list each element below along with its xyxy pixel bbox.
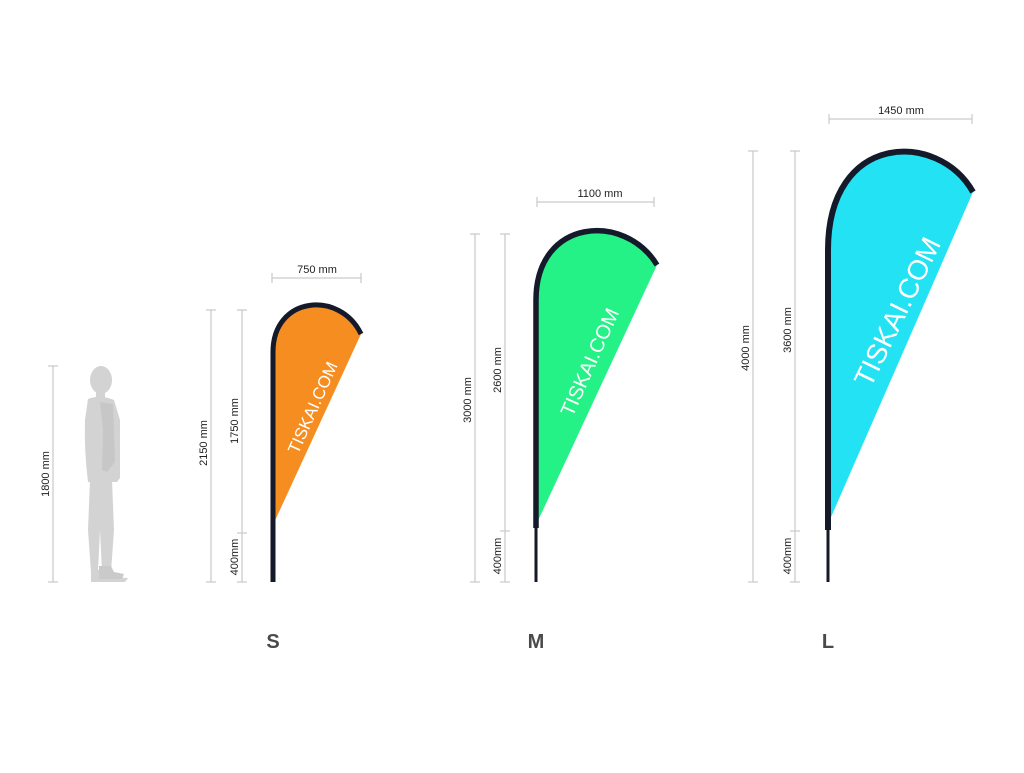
flag-s-width-dimension <box>271 273 362 283</box>
flag-s-sail-height-dimension <box>237 309 247 583</box>
person-group: 1800 mm <box>40 365 128 583</box>
person-height-dimension <box>48 365 58 583</box>
person-silhouette-icon <box>84 366 128 582</box>
flag-l-pole <box>825 148 976 530</box>
flag-s-sail <box>273 304 361 525</box>
flag-s-pole <box>270 302 364 582</box>
flag-m-size-label: M <box>528 631 545 653</box>
flag-s-total-height-dimension <box>206 309 216 583</box>
flag-m-sail <box>536 230 657 526</box>
flag-l-sail <box>828 151 973 525</box>
flag-s-width-label: 750 mm <box>297 264 337 276</box>
flag-l-size-label: L <box>822 631 834 653</box>
flag-l-total-height-label: 4000 mm <box>740 325 752 371</box>
flag-l-width-label: 1450 mm <box>878 105 924 117</box>
flag-m-sail-height-dimension <box>500 233 510 583</box>
person-height-label: 1800 mm <box>40 451 52 497</box>
flag-m-total-height-dimension <box>470 233 480 583</box>
flag-l-width-dimension <box>828 114 973 124</box>
flag-m-width-label: 1100 mm <box>577 188 622 200</box>
flag-l-pole-height-label: 400mm <box>782 538 794 575</box>
flag-l-total-height-dimension <box>748 150 758 583</box>
flag-s-total-height-label: 2150 mm <box>198 420 210 466</box>
flag-s-pole-height-label: 400mm <box>229 539 241 576</box>
flag-m-pole-height-label: 400mm <box>492 538 504 575</box>
flag-l-sail-height-dimension <box>790 150 800 583</box>
flag-s-size-label: S <box>266 631 279 653</box>
flag-m-pole <box>533 227 660 528</box>
flag-l-sail-height-label: 3600 mm <box>782 307 794 353</box>
flag-s-sail-height-label: 1750 mm <box>229 398 241 444</box>
flag-m-total-height-label: 3000 mm <box>462 377 474 423</box>
flag-m-sail-height-label: 2600 mm <box>492 347 504 393</box>
flag-s-group: 2150 mm 1750 mm 400mm 750 mm TISKAI.COM … <box>198 264 364 653</box>
flag-m-group: 3000 mm 2600 mm 400mm 1100 mm TISKAI.COM… <box>462 188 660 653</box>
flag-m-width-dimension <box>536 197 655 207</box>
flag-l-group: 4000 mm 3600 mm 400mm 1450 mm TISKAI.COM… <box>740 105 976 653</box>
